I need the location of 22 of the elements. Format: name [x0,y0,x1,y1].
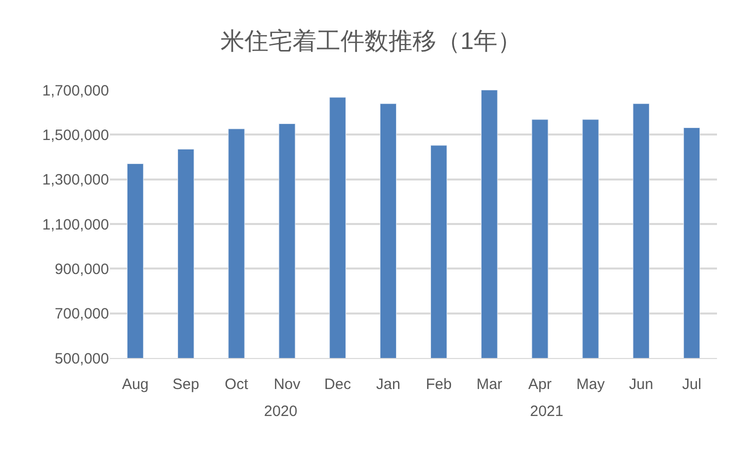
y-tick-label: 1,500,000 [42,126,109,144]
x-tick-label: Dec [324,376,352,393]
x-tick-label: Aug [122,376,149,393]
x-tick-label: May [576,376,606,393]
x-tick-label: Sep [172,376,200,393]
x-tick-label: Jan [376,376,400,393]
x-tick-label: Jul [682,376,702,393]
y-tick-label: 700,000 [54,306,109,323]
y-tick-label: 1,300,000 [42,172,109,189]
x-tick-label: Nov [274,376,301,393]
x-tick-label: Feb [426,376,452,393]
x-tick-label: Apr [528,376,552,393]
y-tick-label: 900,000 [54,260,109,278]
text: 2020 [264,403,298,420]
y-tick-label: 500,000 [54,350,109,368]
x-tick-label: Jun [629,376,654,393]
y-tick-label: 1,700,000 [42,82,109,100]
x-tick-label: Oct [224,376,249,393]
y-tick-label: 1,100,000 [42,216,109,234]
chart-title: 米住宅着工件数推移（1年） [220,28,522,56]
x-tick-label: Mar [476,376,502,393]
text: 2021 [530,403,564,420]
